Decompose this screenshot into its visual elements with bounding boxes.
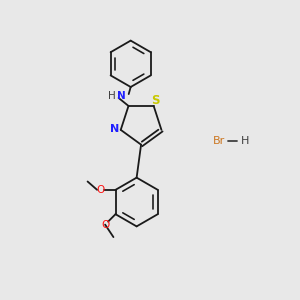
Text: H: H (241, 136, 249, 146)
Text: N: N (117, 92, 126, 101)
Text: S: S (151, 94, 159, 107)
Text: O: O (96, 185, 104, 195)
Text: Br: Br (212, 136, 225, 146)
Text: O: O (101, 220, 109, 230)
Text: H: H (109, 92, 116, 101)
Text: N: N (110, 124, 119, 134)
